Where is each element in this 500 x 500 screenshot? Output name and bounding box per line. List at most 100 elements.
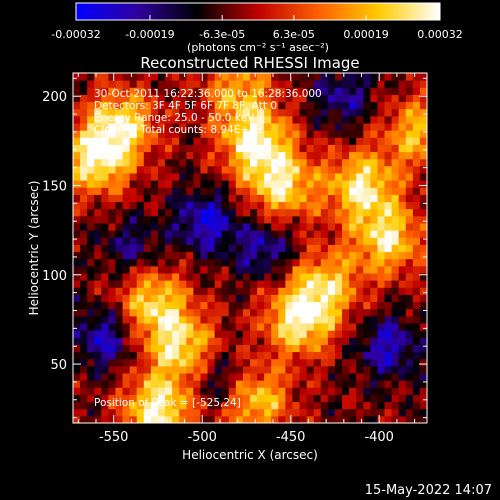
heatmap-cell	[384, 115, 393, 124]
heatmap-cell	[200, 358, 209, 367]
heatmap-cell	[200, 330, 209, 338]
heatmap-cell	[299, 323, 308, 331]
heatmap-cell	[165, 115, 173, 124]
heatmap-cell	[363, 173, 371, 181]
heatmap-cell	[80, 208, 88, 217]
heatmap-cell	[200, 301, 209, 310]
heatmap-cell	[398, 265, 407, 274]
heatmap-cell	[377, 180, 386, 188]
heatmap-cell	[285, 315, 293, 324]
annotation-detectors: Detectors: 3F 4F 5F 6F 7F 8F, Att 0	[94, 100, 277, 112]
heatmap-cell	[87, 208, 95, 217]
heatmap-cell	[391, 273, 400, 281]
heatmap-cell	[306, 180, 315, 188]
heatmap-cell	[349, 173, 357, 181]
heatmap-cell	[285, 194, 293, 203]
heatmap-cell	[87, 408, 95, 417]
heatmap-cell	[200, 115, 209, 124]
heatmap-cell	[143, 308, 152, 317]
heatmap-cell	[334, 137, 343, 145]
heatmap-cell	[200, 180, 209, 188]
heatmap-cell	[356, 165, 364, 174]
heatmap-cell	[349, 365, 357, 374]
heatmap-cell	[306, 301, 315, 310]
heatmap-cell	[264, 137, 272, 145]
heatmap-cell	[129, 87, 138, 95]
heatmap-cell	[172, 287, 180, 295]
heatmap-cell	[299, 173, 308, 181]
heatmap-cell	[94, 201, 102, 210]
heatmap-cell	[342, 194, 350, 203]
heatmap-cell	[327, 137, 336, 145]
heatmap-cell	[186, 258, 194, 267]
heatmap-cell	[157, 137, 166, 145]
heatmap-cell	[186, 330, 194, 338]
heatmap-cell	[384, 130, 393, 138]
heatmap-cell	[179, 358, 187, 367]
heatmap-cell	[143, 194, 152, 203]
heatmap-cell	[405, 230, 414, 238]
heatmap-cell	[122, 380, 131, 388]
heatmap-cell	[384, 301, 393, 310]
heatmap-cell	[228, 101, 237, 110]
heatmap-cell	[398, 294, 407, 303]
heatmap-cell	[186, 180, 194, 188]
heatmap-cell	[214, 215, 223, 224]
heatmap-cell	[285, 351, 293, 360]
heatmap-cell	[179, 158, 187, 167]
heatmap-cell	[207, 230, 216, 238]
heatmap-cell	[299, 287, 308, 295]
heatmap-cell	[398, 380, 407, 388]
heatmap-cell	[349, 201, 357, 210]
heatmap-cell	[157, 287, 166, 295]
heatmap-cell	[242, 208, 251, 217]
heatmap-cell	[356, 401, 364, 410]
heatmap-cell	[108, 315, 116, 324]
heatmap-cell	[221, 223, 230, 231]
heatmap-cell	[342, 158, 350, 167]
heatmap-cell	[384, 387, 393, 395]
heatmap-cell	[157, 251, 166, 260]
heatmap-cell	[356, 280, 364, 288]
heatmap-cell	[108, 258, 116, 267]
heatmap-cell	[80, 223, 88, 231]
heatmap-cell	[419, 130, 427, 138]
heatmap-cell	[214, 201, 223, 210]
heatmap-cell	[143, 351, 152, 360]
heatmap-cell	[214, 315, 223, 324]
heatmap-cell	[228, 294, 237, 303]
heatmap-cell	[115, 373, 124, 381]
heatmap-cell	[370, 194, 378, 203]
heatmap-cell	[363, 187, 371, 195]
heatmap-cell	[214, 208, 223, 217]
heatmap-cell	[412, 151, 421, 160]
heatmap-cell	[370, 373, 378, 381]
heatmap-cell	[363, 123, 371, 131]
heatmap-cell	[157, 223, 166, 231]
y-tick-label: 100	[42, 269, 67, 284]
heatmap-cell	[129, 301, 138, 310]
heatmap-cell	[370, 230, 378, 238]
y-tick-label: 50	[50, 358, 67, 373]
heatmap-cell	[257, 165, 265, 174]
heatmap-cell	[136, 337, 145, 345]
heatmap-cell	[143, 237, 152, 245]
heatmap-cell	[313, 415, 322, 423]
heatmap-cell	[419, 301, 427, 310]
heatmap-cell	[398, 244, 407, 253]
heatmap-cell	[136, 108, 145, 117]
heatmap-cell	[356, 215, 364, 224]
heatmap-cell	[370, 287, 378, 295]
heatmap-cell	[200, 137, 209, 145]
heatmap-cell	[179, 244, 187, 253]
heatmap-cell	[157, 115, 166, 124]
heatmap-cell	[122, 280, 131, 288]
heatmap-cell	[349, 358, 357, 367]
heatmap-cell	[143, 294, 152, 303]
heatmap-cell	[278, 273, 286, 281]
heatmap-cell	[136, 80, 145, 88]
heatmap-cell	[157, 394, 166, 403]
heatmap-cell	[299, 230, 308, 238]
heatmap-cell	[278, 87, 286, 95]
heatmap-cell	[363, 330, 371, 338]
